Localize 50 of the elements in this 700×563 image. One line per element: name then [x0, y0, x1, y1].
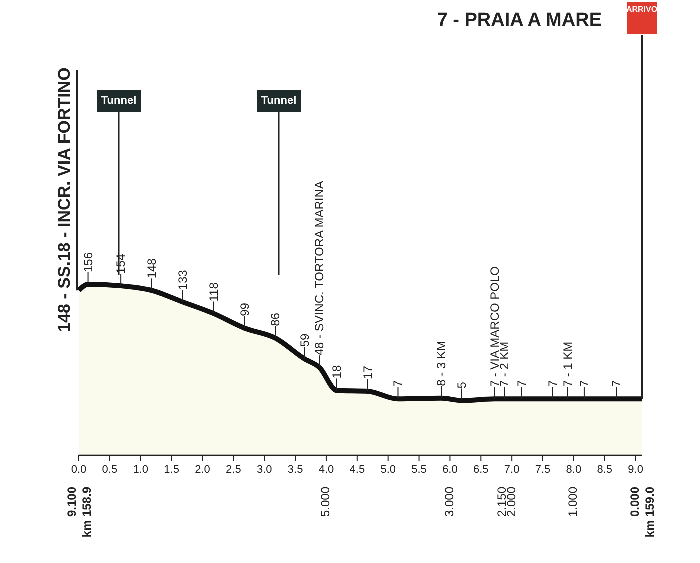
text: ARRIVO	[626, 5, 658, 14]
x-tick-label: 5.5	[412, 464, 427, 476]
x-tick-label: 1.5	[164, 464, 180, 476]
x-tick-label: 6.0	[442, 464, 458, 476]
data-label: 86	[268, 312, 283, 326]
data-label: 7 - 2 KM	[498, 342, 512, 388]
data-label: 18	[330, 365, 344, 379]
data-label: 156	[81, 252, 96, 273]
data-label: 7	[577, 380, 592, 388]
x-tick-label: 2.5	[226, 464, 242, 476]
data-label: 118	[206, 282, 221, 302]
text: 5.000	[318, 486, 333, 518]
text: 1.000	[566, 486, 580, 518]
data-label: 99	[238, 302, 252, 316]
text: Tunnel	[101, 95, 137, 107]
text: Tunnel	[261, 95, 297, 107]
x-tick-label: 3.5	[288, 464, 304, 476]
x-tick-label: 8.5	[597, 464, 613, 476]
data-label: 7	[610, 380, 624, 388]
data-label: 8 - 3 KM	[434, 341, 449, 386]
x-tick-label: 9.0	[628, 464, 644, 476]
x-tick-label: 1.0	[133, 464, 149, 476]
data-label: 7	[514, 380, 529, 388]
data-label: 7	[391, 380, 406, 388]
data-label: 59	[298, 333, 312, 348]
data-label: 148	[145, 258, 160, 279]
data-label: 148 - SS.18 - INCR. VIA FORTINO	[55, 68, 74, 332]
data-label: 48 - SVINC. TORTORA MARINA	[312, 181, 327, 356]
data-label: 7	[546, 380, 560, 388]
x-tick-label: 7.5	[535, 464, 551, 476]
data-label: 17	[360, 366, 375, 380]
x-tick-label: 4.0	[318, 464, 334, 476]
x-tick-label: 8.0	[566, 464, 582, 476]
data-label: 133	[176, 270, 190, 290]
data-label: 5	[454, 382, 469, 389]
x-tick-label: 0.5	[102, 464, 118, 476]
text: 0.000	[628, 486, 642, 518]
text: km 158.9	[80, 486, 94, 538]
x-tick-label: 7.0	[504, 464, 520, 476]
x-tick-label: 2.0	[195, 464, 210, 476]
text: 3.000	[442, 486, 456, 518]
x-tick-label: 5.0	[380, 464, 396, 476]
x-tick-label: 4.5	[350, 464, 366, 476]
x-tick-label: 0.0	[71, 464, 87, 476]
text: 9.100	[65, 486, 79, 518]
x-tick-label: 3.0	[256, 464, 272, 476]
x-tick-label: 6.5	[473, 464, 489, 476]
text: 7 - PRAIA A MARE	[437, 10, 602, 31]
text: km 159.0	[643, 486, 657, 538]
data-label: 7 - 1 KM	[560, 342, 575, 388]
